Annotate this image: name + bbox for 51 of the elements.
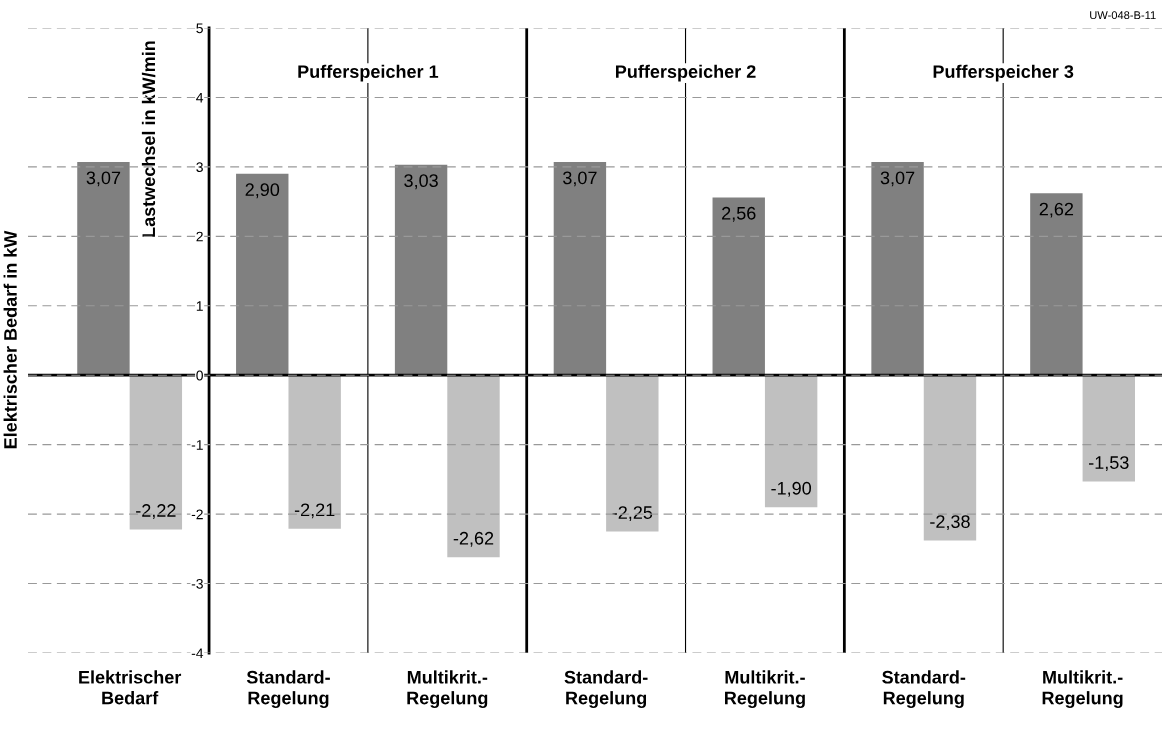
annotation: Pufferspeicher 2 xyxy=(616,64,756,82)
bar xyxy=(447,375,500,558)
data-label: 3,07 xyxy=(880,171,915,187)
text: UW-048-B-11 xyxy=(1090,11,1156,20)
y-axis-title: Elektrischer Bedarf in kW xyxy=(3,230,17,449)
bar xyxy=(1030,193,1083,376)
y2-axis-title: Lastwechsel in kW/min xyxy=(141,41,156,237)
annotation: Pufferspeicher 1 xyxy=(298,64,439,82)
y-tick-label: -3 xyxy=(191,578,203,589)
data-label: -1,53 xyxy=(1089,456,1129,472)
data-label: 2,56 xyxy=(722,206,756,222)
y-tick-label: 5 xyxy=(196,23,203,34)
x-tick-label: Standard- Regelung xyxy=(564,670,648,709)
bar xyxy=(77,162,130,376)
y-tick-label: 2 xyxy=(196,231,203,242)
y-tick-label: -4 xyxy=(191,648,204,659)
y-tick-label: 3 xyxy=(196,162,203,173)
bar xyxy=(553,162,607,376)
x-tick-label: Multikrit.- Regelung xyxy=(407,670,488,709)
data-label: -1,90 xyxy=(771,481,812,497)
data-label: -2,62 xyxy=(453,531,494,547)
bar xyxy=(236,173,289,376)
bar xyxy=(288,375,341,529)
data-label: -2,25 xyxy=(612,506,653,522)
data-label: 3,07 xyxy=(86,171,121,187)
bar xyxy=(606,375,659,532)
bar xyxy=(923,375,977,541)
y-tick-label: 4 xyxy=(196,92,204,103)
x-tick-label: Multikrit.- Regelung xyxy=(725,670,805,709)
bar xyxy=(129,375,183,530)
y-tick-label: 0 xyxy=(196,370,203,381)
data-label: -2,22 xyxy=(136,504,176,520)
bar xyxy=(1082,375,1135,482)
x-tick-label: Multikrit.- Regelung xyxy=(1042,670,1123,709)
data-label: 2,62 xyxy=(1039,202,1074,218)
x-tick-label: Standard- Regelung xyxy=(882,670,966,709)
data-label: -2,21 xyxy=(294,503,335,519)
y-tick-label: -1 xyxy=(191,440,203,450)
bar xyxy=(871,162,924,376)
y-tick-label: -2 xyxy=(191,509,203,520)
data-label: 2,90 xyxy=(245,183,280,199)
x-tick-label: Standard- Regelung xyxy=(246,670,330,709)
data-label: 3,03 xyxy=(404,174,438,190)
bar xyxy=(712,197,765,376)
data-label: 3,07 xyxy=(563,171,597,187)
data-label: -2,38 xyxy=(930,515,970,531)
annotation: Pufferspeicher 3 xyxy=(933,64,1074,82)
y-tick-label: 1 xyxy=(196,301,203,311)
bar xyxy=(764,375,818,508)
x-tick-label: Elektrischer Bedarf xyxy=(79,670,182,705)
bar xyxy=(394,164,448,376)
